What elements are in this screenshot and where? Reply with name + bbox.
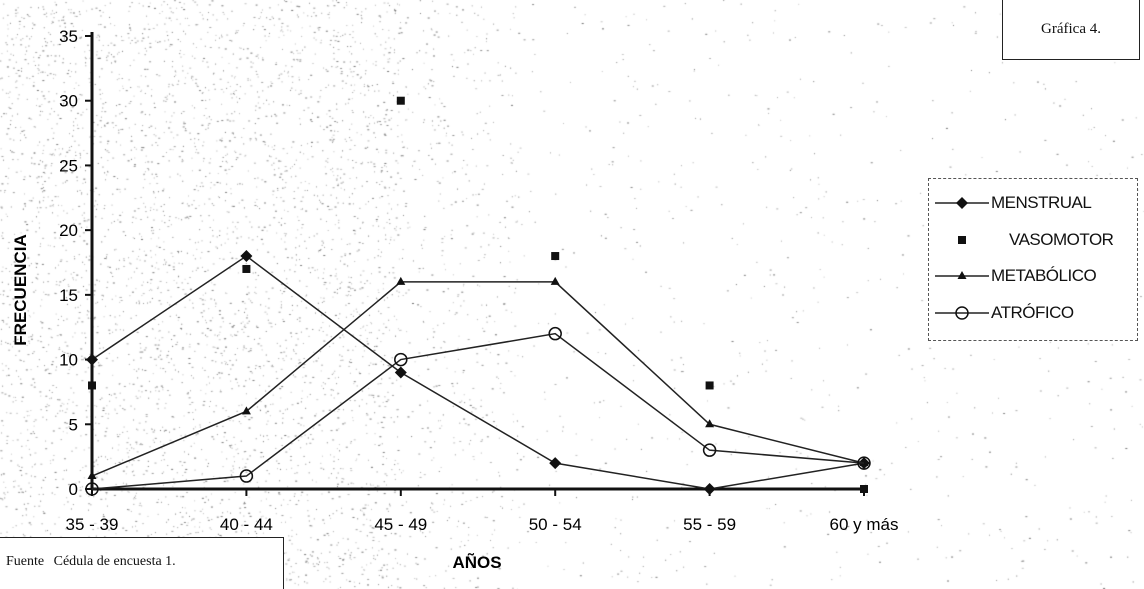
x-tick-label: 35 - 39 (66, 515, 119, 534)
square-marker (396, 96, 405, 105)
diamond-marker (549, 457, 562, 470)
square-marker (242, 264, 251, 273)
y-tick-label: 25 (59, 156, 78, 175)
legend-swatch (958, 236, 966, 244)
series-line (91, 281, 865, 477)
diamond-marker (86, 353, 98, 366)
triangle-marker (396, 276, 406, 285)
triangle-marker (859, 458, 869, 467)
square-marker (88, 381, 96, 390)
series-metabólico (87, 276, 869, 480)
legend-item: MENSTRUAL (929, 186, 1139, 220)
circle-marker (239, 469, 254, 483)
diamond-marker (703, 483, 716, 495)
square-marker (705, 381, 714, 390)
circle-marker (85, 482, 99, 496)
y-axis-label: FRECUENCIA (11, 234, 30, 345)
legend-swatch (935, 306, 989, 320)
y-tick-label: 5 (69, 415, 78, 434)
series-line (91, 255, 865, 490)
legend-label: ATRÓFICO (991, 303, 1074, 322)
x-tick-label: 40 - 44 (220, 515, 273, 534)
legend-item: VASOMOTOR (929, 223, 1139, 257)
legend-item: METABÓLICO (929, 259, 1139, 293)
square-marker (860, 485, 868, 493)
source-note: Fuente Cédula de encuesta 1. (0, 537, 284, 589)
circle-marker (394, 352, 408, 367)
series-atrófico (85, 326, 871, 496)
series-line (91, 332, 865, 490)
series-vasomotor (88, 96, 868, 493)
triangle-marker (87, 471, 97, 480)
legend-swatch (935, 197, 989, 209)
circle-marker (548, 326, 562, 341)
source-text: Cédula de encuesta 1. (53, 554, 176, 569)
legend-label: METABÓLICO (991, 266, 1097, 285)
legend-swatch (935, 271, 989, 279)
triangle-marker (705, 419, 715, 428)
y-tick-label: 30 (59, 92, 78, 111)
x-tick-label: 55 - 59 (683, 515, 736, 534)
circle-marker (702, 443, 717, 457)
chart-series (85, 96, 871, 496)
x-tick-label: 50 - 54 (529, 515, 582, 534)
legend-label: MENSTRUAL (991, 193, 1092, 212)
legend-label: VASOMOTOR (1009, 230, 1114, 249)
triangle-marker (957, 271, 967, 279)
diamond-marker (240, 250, 253, 263)
y-tick-label: 20 (59, 221, 78, 240)
square-marker (958, 236, 966, 244)
legend-item: ATRÓFICO (929, 296, 1139, 330)
y-tick-label: 10 (59, 351, 78, 370)
diamond-marker (394, 366, 407, 379)
x-tick-label: 45 - 49 (374, 515, 427, 534)
circle-marker (955, 306, 969, 320)
chart-title-box: Gráfica 4. (1002, 0, 1140, 60)
y-tick-label: 0 (69, 480, 78, 499)
x-axis-label: AÑOS (452, 552, 501, 572)
square-marker (551, 252, 560, 261)
y-tick-label: 15 (59, 286, 78, 305)
y-tick-label: 35 (59, 27, 78, 46)
diamond-marker (956, 197, 968, 209)
chart-title: Gráfica 4. (1041, 21, 1101, 37)
triangle-marker (241, 406, 251, 415)
triangle-marker (550, 276, 560, 285)
chart-legend: MENSTRUAL VASOMOTOR METABÓLICO ATRÓFICO (928, 178, 1138, 341)
source-label: Fuente (6, 554, 45, 569)
series-menstrual (86, 250, 870, 495)
x-axis-ticks: 35 - 39 40 - 44 45 - 49 50 - 54 55 - 59 60 y … (66, 489, 899, 534)
circle-marker (857, 456, 871, 470)
chart-axes (90, 32, 868, 491)
x-tick-label: 60 y más (830, 515, 899, 534)
y-axis-ticks: 0 5 10 15 20 25 30 35 (59, 27, 92, 499)
